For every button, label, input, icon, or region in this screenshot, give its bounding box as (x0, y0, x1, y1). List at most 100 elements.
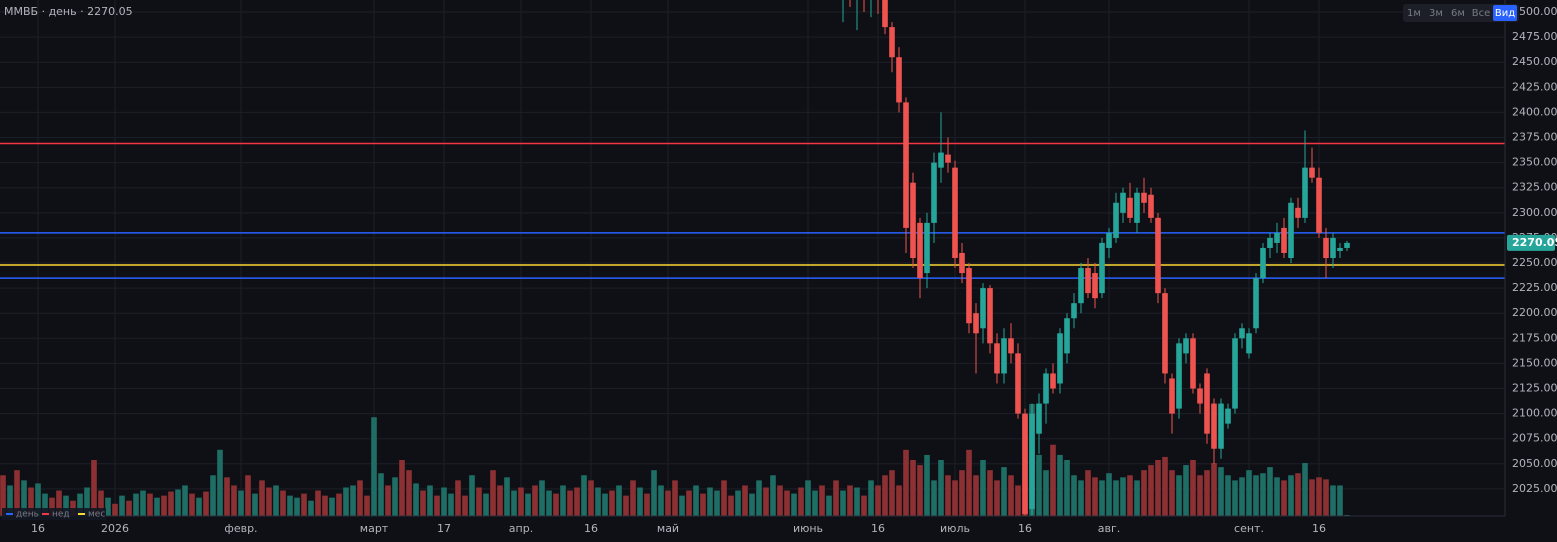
volume-bar (154, 497, 160, 516)
candle-body (1239, 328, 1245, 339)
candle-body (896, 57, 902, 103)
volume-bar (266, 487, 272, 516)
range-button[interactable]: Все (1472, 8, 1491, 19)
range-button[interactable]: 1м (1407, 8, 1421, 19)
button-bar (1403, 4, 1519, 22)
volume-bar (1169, 470, 1175, 516)
volume-bar (1239, 477, 1245, 516)
candle-body (1232, 338, 1238, 409)
volume-bar (525, 493, 531, 516)
volume-bar (1316, 477, 1322, 516)
candle-body (1120, 192, 1126, 213)
range-button[interactable]: 3м (1429, 8, 1443, 19)
volume-bar (105, 497, 111, 516)
candle-body (1302, 167, 1308, 218)
candle-body (1176, 343, 1182, 409)
volume-bar (1281, 480, 1287, 516)
volume-bar (1288, 475, 1294, 516)
volume-bar (77, 493, 83, 516)
volume-bar (140, 490, 146, 516)
volume-bar (567, 490, 573, 516)
candle-body (1288, 202, 1294, 258)
y-tick-label: 2375.00 (1512, 131, 1557, 144)
volume-bar (427, 485, 433, 516)
volume-bar (847, 485, 853, 516)
volume-bar (1099, 480, 1105, 516)
range-button[interactable]: Вид (1495, 8, 1515, 19)
axes: 2025.00 2050.00 2075.00 2100.00 2125.00 2150.… (31, 5, 1557, 535)
volume-bar (840, 490, 846, 516)
volume-bar (490, 470, 496, 516)
volume-bar (497, 485, 503, 516)
volume-bar (798, 487, 804, 516)
volume-bar (238, 490, 244, 516)
candle-body (882, 0, 888, 28)
volume-bar (1127, 475, 1133, 516)
volume-bar (1295, 473, 1301, 516)
candle-body (1099, 242, 1105, 294)
x-tick-label: 16 (584, 522, 598, 535)
x-tick-label: июнь (793, 522, 823, 535)
candle-body (1197, 388, 1203, 404)
volume-bar (602, 493, 608, 516)
candle-body (1246, 333, 1252, 354)
volume-bar (749, 493, 755, 516)
volume-bar (210, 475, 216, 516)
volume-bar (882, 475, 888, 516)
volume-bar (721, 480, 727, 516)
volume-bar (574, 487, 580, 516)
candle-body (1274, 232, 1280, 243)
volume-bar (665, 490, 671, 516)
volume-bar (973, 475, 979, 516)
candle-body (1337, 247, 1343, 251)
volume-bar (35, 483, 41, 516)
volume-bar (7, 485, 13, 516)
candle-body (1134, 192, 1140, 223)
candle-body (1260, 247, 1266, 279)
x-tick-label: сент. (1234, 522, 1264, 535)
volume-bar (791, 493, 797, 516)
candle-body (1309, 167, 1315, 178)
volume-bar (784, 490, 790, 516)
volume-bar (315, 490, 321, 516)
y-tick-label: 2025.00 (1512, 482, 1557, 495)
candle-body (1225, 408, 1231, 424)
volume-bar (875, 485, 881, 516)
volume-bar (161, 495, 167, 516)
volume-bar (28, 487, 34, 516)
volume-bar (826, 495, 832, 516)
volume-bar (609, 490, 615, 516)
volume-bar (924, 454, 930, 516)
candle-body (1218, 403, 1224, 449)
candle-body (1204, 373, 1210, 434)
range-buttons: 1м 3м 6м Все Вид (1403, 4, 1519, 22)
volume-bar (1232, 480, 1238, 516)
volume-bar (742, 485, 748, 516)
volume-bar (343, 487, 349, 516)
x-tick-label: авг. (1098, 522, 1121, 535)
candle-body (1022, 413, 1028, 514)
volume-bar (1176, 475, 1182, 516)
volume-bar (14, 470, 20, 516)
y-tick-label: 2100.00 (1512, 407, 1557, 420)
x-tick-label: 16 (871, 522, 885, 535)
legend-bg (2, 508, 106, 520)
candle-body (966, 268, 972, 324)
candle-body (1323, 237, 1329, 258)
candle-body (1127, 197, 1133, 218)
candle-body (910, 182, 916, 258)
candle-body (1267, 237, 1273, 248)
volume-bar (700, 493, 706, 516)
volume-bar (1204, 470, 1210, 516)
x-tick-label: март (360, 522, 389, 535)
volume-bar (1078, 480, 1084, 516)
volume-bar (1260, 473, 1266, 516)
volume-bar (1274, 477, 1280, 516)
volume-bar (1190, 460, 1196, 516)
volume-bar (455, 480, 461, 516)
range-button[interactable]: 6м (1451, 8, 1465, 19)
volume-bar (364, 495, 370, 516)
y-tick-label: 2225.00 (1512, 281, 1557, 294)
candle-body (1092, 273, 1098, 299)
